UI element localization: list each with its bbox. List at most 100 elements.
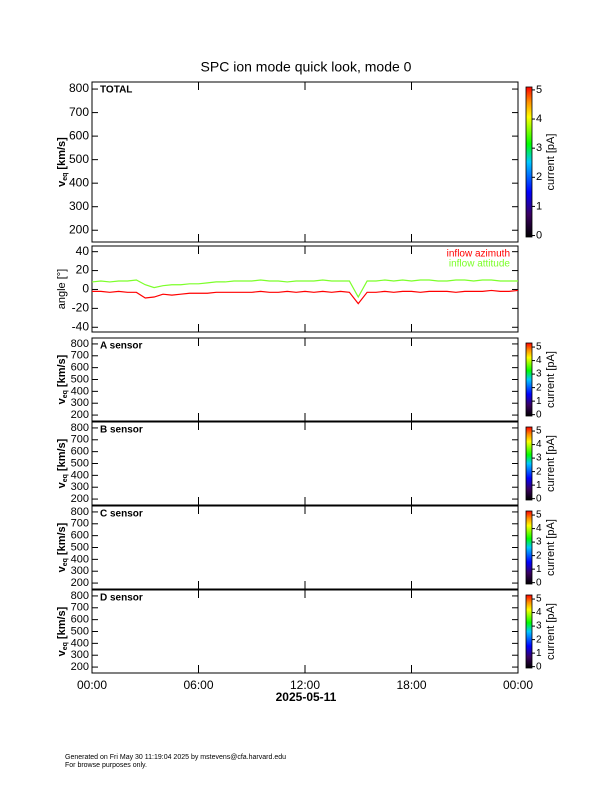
y-label-unit: [km/s]: [56, 137, 68, 170]
colorbar-tick-label: 4: [536, 355, 542, 366]
y-tick-label: 400: [71, 637, 89, 649]
plot-frame: [91, 337, 519, 422]
colorbar-tick-label: 1: [536, 200, 542, 212]
y-tick-label: 300: [71, 481, 89, 493]
colorbar-label: current [pA]: [545, 351, 557, 408]
y-tick-label: 300: [71, 565, 89, 577]
y-tick-label: 800: [69, 81, 89, 95]
colorbar: [525, 342, 533, 417]
colorbar-label: current [pA]: [545, 134, 557, 191]
y-tick-label: 300: [71, 649, 89, 661]
y-tick-label: 500: [71, 625, 89, 637]
colorbar-tick-label: 2: [536, 634, 542, 645]
colorbar-tick-label: 2: [536, 171, 542, 183]
y-tick-label: 400: [69, 175, 89, 189]
colorbar: [525, 86, 533, 238]
legend-entry: inflow attitude: [449, 259, 511, 270]
colorbar-tick-label: 5: [536, 594, 542, 605]
plot-frame: [91, 589, 519, 674]
colorbar-tick-label: 2: [536, 550, 542, 561]
y-tick-label: 500: [71, 541, 89, 553]
y-tick-label: 800: [71, 590, 89, 602]
y-label-symbol: v: [56, 565, 68, 572]
y-label-subscript: eq: [62, 173, 69, 181]
y-tick-label: 200: [71, 493, 89, 505]
panel-label: C sensor: [100, 509, 143, 520]
y-label-subscript: eq: [62, 390, 69, 398]
panel-label: D sensor: [100, 593, 143, 604]
colorbar-tick-label: 0: [536, 493, 542, 504]
y-label-symbol: v: [56, 180, 68, 187]
colorbar-tick-label: 5: [536, 510, 542, 521]
colorbar-tick-label: 4: [536, 439, 542, 450]
colorbar-label: current [pA]: [545, 603, 557, 660]
y-tick-label: 400: [71, 553, 89, 565]
x-tick-label: 18:00: [396, 678, 426, 692]
colorbar-tick-label: 4: [536, 523, 542, 534]
y-label-symbol: v: [56, 397, 68, 404]
y-axis-label: veq [km/s]: [56, 137, 69, 187]
footer-line: For browse purposes only.: [65, 762, 147, 769]
y-tick-label: 600: [71, 362, 89, 374]
y-tick-label: 600: [69, 128, 89, 142]
colorbar-tick-label: 1: [536, 564, 542, 575]
y-tick-label: 700: [71, 518, 89, 530]
colorbar-tick-label: 3: [536, 453, 542, 464]
colorbar: [525, 510, 533, 585]
colorbar-tick-label: 1: [536, 648, 542, 659]
y-label-subscript: eq: [62, 642, 69, 650]
legend-entry: inflow azimuth: [447, 249, 510, 260]
y-axis-label: veq [km/s]: [56, 438, 69, 488]
colorbar-tick-label: 0: [536, 577, 542, 588]
x-tick-label: 00:00: [77, 678, 107, 692]
colorbar-tick-label: 2: [536, 466, 542, 477]
colorbar-tick-label: 5: [536, 342, 542, 353]
colorbar-tick-label: 3: [536, 621, 542, 632]
colorbar-tick-label: 5: [536, 84, 542, 96]
page-title: SPC ion mode quick look, mode 0: [201, 59, 412, 75]
y-tick-label: 700: [71, 602, 89, 614]
y-tick-label: 300: [71, 397, 89, 409]
plot-frame: [91, 421, 519, 506]
y-axis-label: veq [km/s]: [56, 606, 69, 656]
colorbar-tick-label: 2: [536, 382, 542, 393]
colorbar-tick-label: 0: [536, 229, 542, 241]
y-tick-label: 300: [69, 199, 89, 213]
y-tick-label: 0: [82, 282, 89, 296]
y-tick-label: 400: [71, 469, 89, 481]
colorbar-tick-label: 1: [536, 396, 542, 407]
y-tick-label: 600: [71, 446, 89, 458]
y-label-unit: [km/s]: [56, 606, 68, 639]
y-label-unit: [km/s]: [56, 438, 68, 471]
y-axis-label: angle [°]: [56, 269, 68, 309]
y-tick-label: 600: [71, 530, 89, 542]
panel-label: TOTAL: [100, 85, 132, 96]
y-label-symbol: v: [56, 649, 68, 656]
y-label-subscript: eq: [62, 558, 69, 566]
colorbar-tick-label: 4: [536, 607, 542, 618]
y-tick-label: 700: [69, 105, 89, 119]
panel-label: B sensor: [100, 425, 143, 436]
y-tick-label: -20: [72, 301, 90, 315]
y-label-unit: [km/s]: [56, 522, 68, 555]
y-tick-label: -40: [72, 319, 90, 333]
plot-frame: [91, 505, 519, 590]
colorbar-tick-label: 3: [536, 537, 542, 548]
panel-label: A sensor: [100, 341, 143, 352]
y-tick-label: 20: [76, 263, 90, 277]
y-tick-label: 500: [69, 152, 89, 166]
x-tick-label: 12:00: [290, 678, 320, 692]
y-tick-label: 700: [71, 350, 89, 362]
footer-line: Generated on Fri May 30 11:19:04 2025 by…: [65, 754, 286, 761]
x-tick-label: 06:00: [183, 678, 213, 692]
data-line: [92, 289, 519, 305]
plot-frame: [91, 81, 519, 243]
colorbar-label: current [pA]: [545, 519, 557, 576]
y-label-unit: [km/s]: [56, 354, 68, 387]
y-axis-label: veq [km/s]: [56, 354, 69, 404]
y-tick-label: 500: [71, 373, 89, 385]
colorbar-tick-label: 3: [536, 369, 542, 380]
colorbar-tick-label: 3: [536, 142, 542, 154]
y-tick-label: 800: [71, 422, 89, 434]
